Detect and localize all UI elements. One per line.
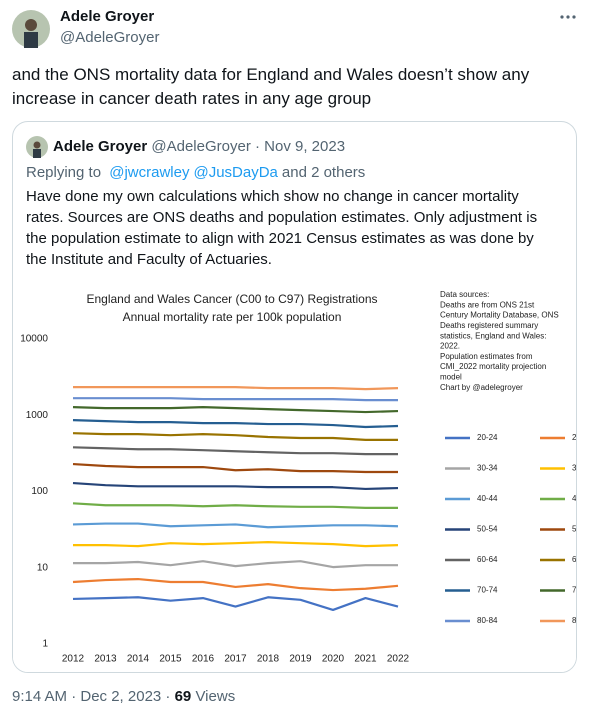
quoted-tweet[interactable]: Adele Groyer @AdeleGroyer · Nov 9, 2023 … [12, 121, 577, 673]
text-line: the Institute and Faculty of Actuaries. [26, 251, 272, 268]
y-tick-label: 10 [37, 562, 49, 573]
x-tick-label: 2019 [289, 654, 312, 665]
note-line: Deaths are from ONS 21st [440, 300, 535, 309]
quoted-header: Adele Groyer @AdeleGroyer · Nov 9, 2023 [53, 138, 345, 155]
legend-label: 55-59 [572, 525, 576, 534]
series-line [72, 522, 399, 529]
author-name[interactable]: Adele Groyer [60, 8, 155, 25]
avatar [26, 136, 48, 158]
note-line: CMI_2022 mortality projection [440, 362, 546, 371]
legend-label: 60-64 [477, 555, 498, 564]
legend-label: 20-24 [477, 433, 498, 442]
x-tick-label: 2021 [354, 654, 377, 665]
view-count: 69 [174, 688, 192, 705]
x-tick-label: 2016 [192, 654, 215, 665]
text-line: Have done my own calculations which show… [26, 188, 519, 205]
mention[interactable]: @JusDayDa [193, 164, 278, 181]
x-tick-label: 2012 [62, 654, 85, 665]
legend-label: 70-74 [477, 586, 498, 595]
legend-label: 25-29 [572, 433, 576, 442]
views-label: Views [195, 688, 236, 705]
quoted-text: Have done my own calculations which show… [26, 186, 537, 270]
handle[interactable]: @AdeleGroyer [60, 29, 160, 46]
y-tick-label: 1 [42, 639, 48, 650]
y-tick-label: 100 [31, 486, 48, 497]
note-line: Century Mortality Database, ONS [440, 311, 559, 320]
note-line: Population estimates from [440, 352, 533, 361]
chart-background [13, 283, 576, 672]
x-tick-label: 2018 [257, 654, 280, 665]
series-line [73, 386, 399, 391]
legend-label: 50-54 [477, 525, 498, 534]
legend-label: 85+ [572, 616, 576, 625]
series-line [72, 502, 398, 509]
reply-prefix: Replying to [26, 164, 102, 181]
series-line [73, 397, 398, 402]
note-line: 2022. [440, 342, 460, 351]
chart-title: England and Wales Cancer (C00 to C97) Re… [86, 292, 377, 306]
author-name: Adele Groyer [53, 138, 148, 155]
timestamp[interactable]: 9:14 AM · Dec 2, 2023 · [12, 688, 171, 705]
legend-label: 40-44 [477, 494, 498, 503]
text-line: rates. Sources are ONS deaths and popula… [26, 209, 538, 226]
series-line [72, 596, 399, 612]
text-line: and the ONS mortality data for England a… [12, 65, 530, 84]
series-line [72, 446, 398, 456]
more-menu[interactable] [558, 12, 578, 22]
series-line [72, 419, 399, 429]
note-line: statistics, England and Wales: [440, 331, 546, 340]
series-line [72, 406, 399, 414]
legend-label: 65-69 [572, 555, 576, 564]
legend-label: 45-49 [572, 494, 576, 503]
series-line [73, 540, 399, 548]
meta: @AdeleGroyer · Nov 9, 2023 [151, 138, 346, 155]
x-tick-label: 2014 [127, 654, 150, 665]
series-line [72, 577, 399, 592]
mention[interactable]: @jwcrawley [109, 164, 190, 181]
reply-line: Replying to @jwcrawley @JusDayDa and 2 oth… [26, 164, 365, 181]
note-line: Chart by @adelegroyer [440, 383, 523, 392]
legend-label: 75-79 [572, 586, 576, 595]
reply-suffix: and 2 others [281, 164, 366, 181]
legend-label: 80-84 [477, 616, 498, 625]
x-tick-label: 2015 [159, 654, 182, 665]
text-line: increase in cancer death rates in any ag… [12, 89, 372, 108]
note-line: Data sources: [440, 290, 489, 299]
tweet-text: and the ONS mortality data for England a… [12, 63, 529, 111]
legend-label: 35-39 [572, 464, 576, 473]
avatar[interactable] [12, 10, 50, 48]
x-tick-label: 2020 [322, 654, 345, 665]
chart: England and Wales Cancer (C00 to C97) Re… [13, 283, 576, 672]
footer: 9:14 AM · Dec 2, 2023 · 69 Views [12, 688, 235, 705]
x-tick-label: 2017 [224, 654, 247, 665]
text-line: the population estimate to align with 20… [26, 230, 534, 247]
x-tick-label: 2013 [94, 654, 117, 665]
y-tick-label: 10000 [20, 334, 48, 345]
note-line: model [440, 373, 462, 382]
series-line [72, 432, 398, 442]
series-line [72, 462, 398, 474]
chart-subtitle: Annual mortality rate per 100k populatio… [123, 310, 342, 324]
x-tick-label: 2022 [387, 654, 410, 665]
y-tick-label: 1000 [26, 410, 49, 421]
note-line: Deaths registered summary [440, 321, 538, 330]
series-line [72, 481, 399, 491]
series-line [73, 560, 398, 569]
legend-label: 30-34 [477, 464, 498, 473]
